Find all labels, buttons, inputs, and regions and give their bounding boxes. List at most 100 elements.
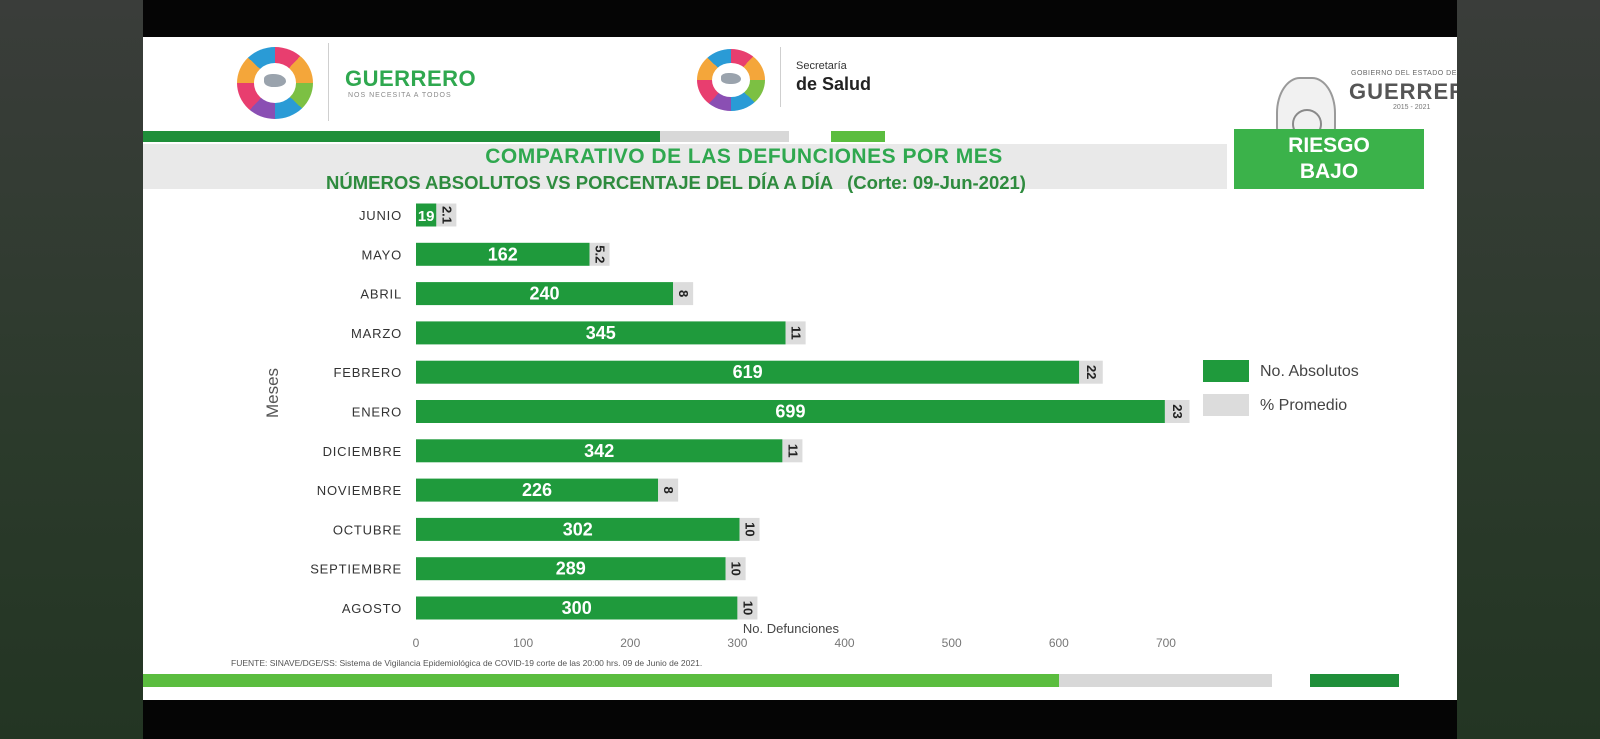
- bar-absolutos: [416, 360, 1080, 384]
- x-tick-label: 300: [727, 636, 747, 650]
- category-label: MAYO: [361, 247, 402, 262]
- bar-promedio: [1079, 360, 1103, 384]
- category-label: NOVIEMBRE: [317, 483, 402, 498]
- bottom-black-bar: [143, 700, 1457, 739]
- category-label: ABRIL: [360, 287, 402, 302]
- bar-absolutos: [416, 242, 590, 266]
- bar-label-absolutos: 226: [522, 480, 552, 500]
- bar-label-absolutos: 699: [775, 402, 805, 422]
- chart-cutoff: (Corte: 09-Jun-2021): [847, 172, 1026, 193]
- title-band: [143, 144, 1227, 189]
- risk-badge-line1: RIESGO: [1288, 134, 1370, 157]
- bar-absolutos: [416, 400, 1165, 423]
- footer-gray-stripe: [1059, 674, 1272, 687]
- category-label: MARZO: [351, 326, 402, 341]
- bar-label-promedio: 8: [676, 290, 691, 297]
- top-black-bar: [143, 0, 1457, 37]
- category-label: AGOSTO: [342, 601, 402, 616]
- bar-label-promedio: 2.1: [439, 206, 454, 224]
- bar-label-promedio: 10: [729, 561, 744, 575]
- bar-chart: JUNIO 19 2.1 MAYO 162 5.2 ABRIL 240 8 MARZO 345 11 F…: [263, 203, 1359, 650]
- bar-label-promedio: 11: [785, 444, 800, 458]
- source-note: FUENTE: SINAVE/DGE/SS: Sistema de Vigila…: [231, 658, 703, 668]
- divider: [328, 43, 329, 121]
- footer-green-stripe: [143, 674, 1059, 687]
- bar-promedio: [673, 282, 694, 306]
- bar-absolutos: [416, 203, 437, 227]
- divider: [780, 47, 781, 107]
- category-label: FEBRERO: [334, 365, 402, 380]
- bar-promedio: [589, 242, 610, 266]
- bar-promedio: [658, 478, 679, 502]
- category-label: DICIEMBRE: [323, 444, 402, 459]
- bar-label-absolutos: 619: [733, 362, 763, 382]
- legend-swatch-promedio: [1203, 394, 1249, 416]
- salud-line1: Secretaría: [796, 60, 847, 72]
- bar-absolutos: [416, 557, 726, 581]
- bar-label-promedio: 22: [1084, 365, 1099, 379]
- bar-label-promedio: 23: [1170, 404, 1185, 418]
- bar-label-absolutos: 300: [562, 598, 592, 618]
- gov-line3: 2015 - 2021: [1393, 104, 1431, 111]
- guerrero-ring-icon: [237, 47, 313, 119]
- bar-absolutos: [416, 321, 786, 345]
- bar-label-promedio: 5.2: [593, 245, 608, 263]
- bar-label-absolutos: 342: [584, 441, 614, 461]
- risk-badge: RIESGO BAJO: [1234, 129, 1424, 189]
- chart-subtitle: NÚMEROS ABSOLUTOS VS PORCENTAJE DEL DÍA …: [326, 172, 1026, 194]
- bar-absolutos: [416, 282, 674, 306]
- bar-promedio: [1164, 400, 1190, 423]
- slide: GUERRERO NOS NECESITA A TODOS Secretaría…: [143, 37, 1457, 700]
- salud-ring-icon: [697, 49, 765, 111]
- title-gray-stripe: [660, 131, 789, 142]
- bar-label-absolutos: 345: [586, 323, 616, 343]
- legend-label-promedio: % Promedio: [1260, 397, 1347, 414]
- bar-label-promedio: 11: [789, 326, 804, 340]
- footer-accent-stripe: [1310, 674, 1399, 687]
- guerrero-logo-text: GUERRERO: [345, 66, 477, 91]
- x-tick-label: 0: [413, 636, 420, 650]
- risk-badge-line2: BAJO: [1299, 160, 1359, 183]
- chart-title: COMPARATIVO DE LAS DEFUNCIONES POR MES: [485, 145, 1003, 168]
- title-accent-stripe: [831, 131, 885, 142]
- bar-promedio: [436, 203, 457, 227]
- guerrero-logo: [233, 45, 317, 121]
- bar-label-absolutos: 240: [530, 284, 560, 304]
- category-label: ENERO: [352, 405, 402, 420]
- salud-logo: [695, 47, 767, 113]
- x-tick-label: 200: [620, 636, 640, 650]
- x-tick-label: 400: [835, 636, 855, 650]
- gov-line2: GUERRERO: [1349, 79, 1457, 104]
- bar-label-promedio: 10: [743, 522, 758, 536]
- bar-absolutos: [416, 439, 783, 463]
- bar-label-absolutos: 289: [556, 559, 586, 579]
- guerrero-logo-tagline: NOS NECESITA A TODOS: [348, 92, 452, 99]
- bar-label-promedio: 10: [740, 601, 755, 615]
- gov-line1: GOBIERNO DEL ESTADO DE: [1351, 70, 1457, 77]
- category-label: SEPTIEMBRE: [310, 562, 402, 577]
- category-label: OCTUBRE: [333, 522, 402, 537]
- bar-label-absolutos: 302: [563, 519, 593, 539]
- legend-label-absolutos: No. Absolutos: [1260, 363, 1359, 380]
- left-background: [0, 0, 143, 739]
- chart-subtitle-text: NÚMEROS ABSOLUTOS VS PORCENTAJE DEL DÍA …: [326, 172, 834, 193]
- category-label: JUNIO: [359, 208, 402, 223]
- x-axis-label: No. Defunciones: [743, 621, 840, 636]
- x-tick-label: 600: [1049, 636, 1069, 650]
- salud-line2: de Salud: [796, 74, 872, 94]
- bar-absolutos: [416, 517, 740, 541]
- bar-label-absolutos: 19: [418, 208, 435, 225]
- bar-label-absolutos: 162: [488, 244, 518, 264]
- y-axis-label: Meses: [263, 368, 282, 418]
- bar-promedio: [725, 557, 746, 581]
- x-tick-label: 100: [513, 636, 533, 650]
- bar-promedio: [737, 596, 758, 620]
- x-tick-label: 700: [1156, 636, 1176, 650]
- bar-absolutos: [416, 478, 659, 502]
- bar-promedio: [739, 517, 760, 541]
- x-tick-label: 500: [942, 636, 962, 650]
- bar-promedio: [785, 321, 806, 345]
- bar-absolutos: [416, 596, 738, 620]
- right-background: [1457, 0, 1600, 739]
- legend-swatch-absolutos: [1203, 360, 1249, 382]
